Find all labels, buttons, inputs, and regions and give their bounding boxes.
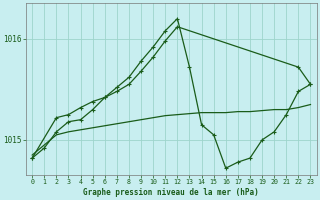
X-axis label: Graphe pression niveau de la mer (hPa): Graphe pression niveau de la mer (hPa) — [84, 188, 259, 197]
